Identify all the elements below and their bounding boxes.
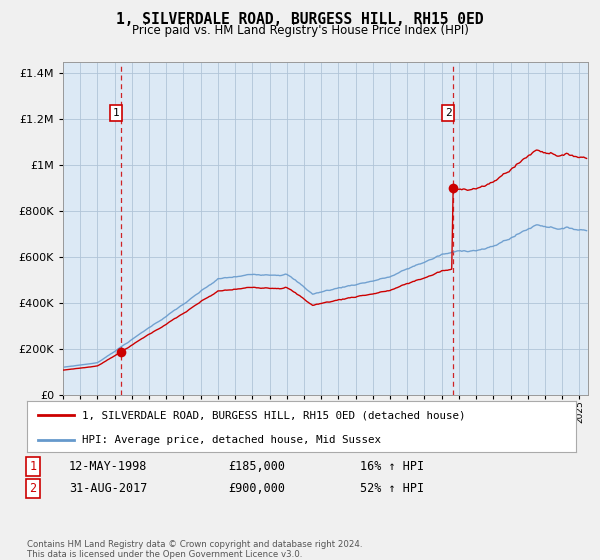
Text: 2: 2 <box>29 482 37 495</box>
Text: Price paid vs. HM Land Registry's House Price Index (HPI): Price paid vs. HM Land Registry's House … <box>131 24 469 37</box>
Text: 1: 1 <box>112 108 119 118</box>
Text: £900,000: £900,000 <box>228 482 285 495</box>
Text: 2: 2 <box>445 108 451 118</box>
Text: 1: 1 <box>29 460 37 473</box>
Text: 52% ↑ HPI: 52% ↑ HPI <box>360 482 424 495</box>
Text: 1, SILVERDALE ROAD, BURGESS HILL, RH15 0ED (detached house): 1, SILVERDALE ROAD, BURGESS HILL, RH15 0… <box>82 410 466 421</box>
Text: Contains HM Land Registry data © Crown copyright and database right 2024.
This d: Contains HM Land Registry data © Crown c… <box>27 540 362 559</box>
Text: HPI: Average price, detached house, Mid Sussex: HPI: Average price, detached house, Mid … <box>82 435 381 445</box>
Text: 16% ↑ HPI: 16% ↑ HPI <box>360 460 424 473</box>
Text: 31-AUG-2017: 31-AUG-2017 <box>69 482 148 495</box>
Text: 1, SILVERDALE ROAD, BURGESS HILL, RH15 0ED: 1, SILVERDALE ROAD, BURGESS HILL, RH15 0… <box>116 12 484 27</box>
Text: 12-MAY-1998: 12-MAY-1998 <box>69 460 148 473</box>
Text: £185,000: £185,000 <box>228 460 285 473</box>
